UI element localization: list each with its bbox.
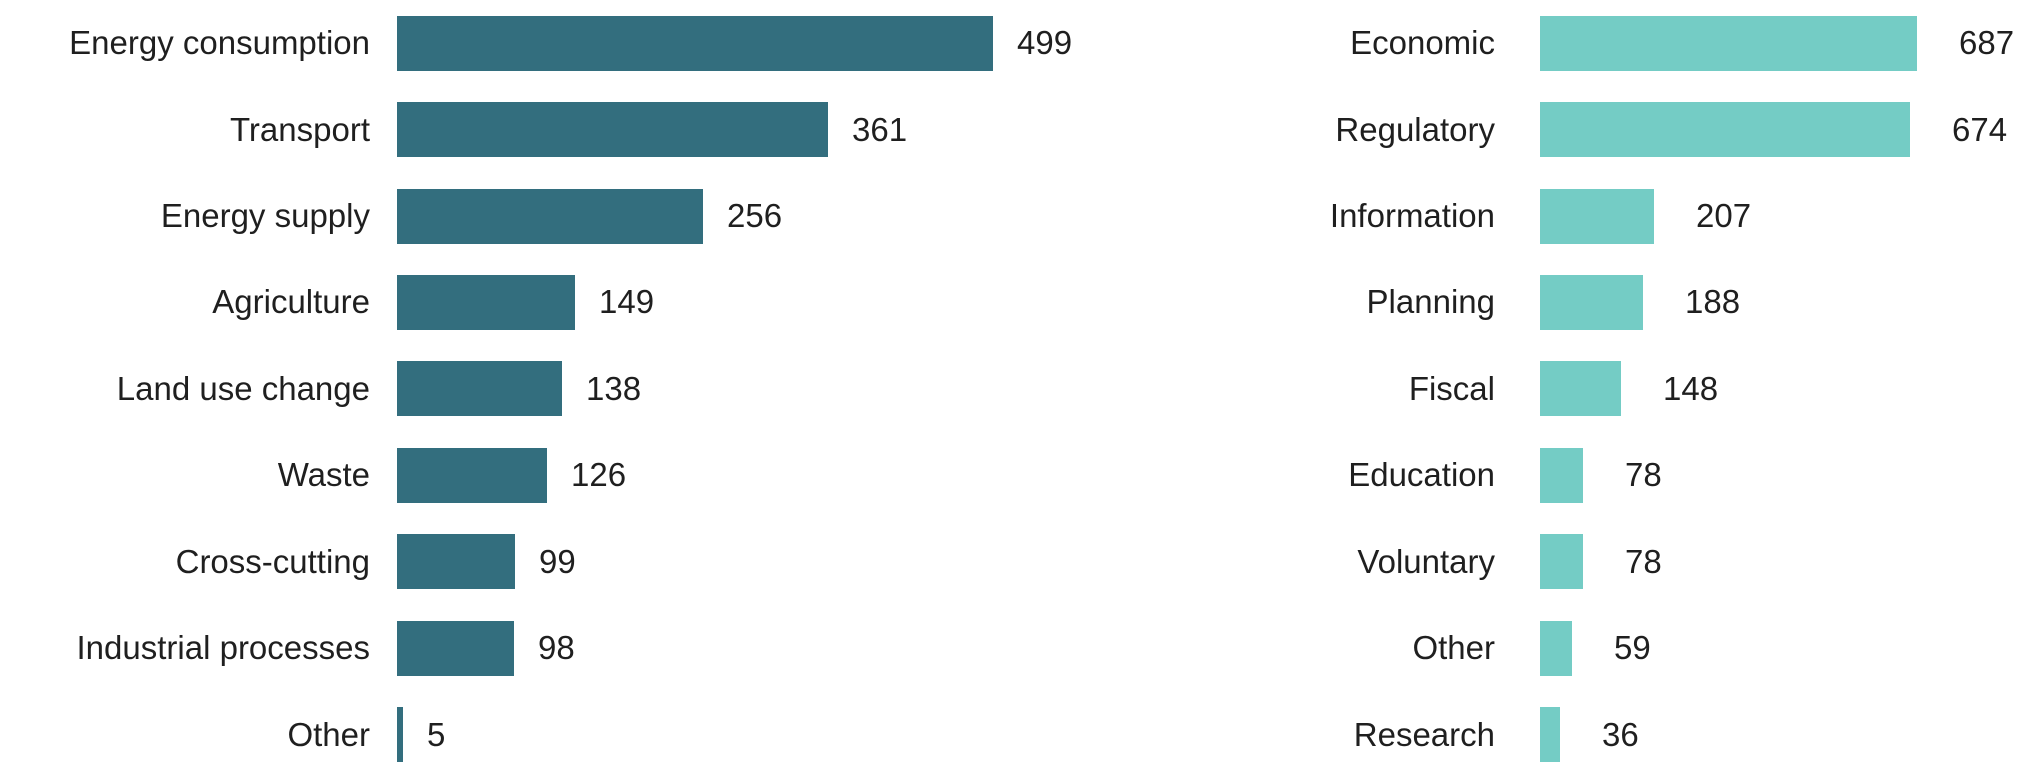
bar-area: 188 bbox=[1540, 259, 2019, 345]
chart-row: Land use change 138 bbox=[0, 346, 1160, 432]
value-label: 687 bbox=[1959, 24, 2015, 62]
bar-area: 138 bbox=[397, 346, 1160, 432]
chart-row: Cross-cutting 99 bbox=[0, 519, 1160, 605]
chart-row: Economic 687 bbox=[1255, 0, 2019, 86]
value-label: 126 bbox=[571, 456, 627, 494]
left-bar-chart: Energy consumption 499 Transport 361 Energy … bbox=[0, 0, 1160, 778]
category-label: Energy supply bbox=[160, 196, 370, 234]
value-label: 188 bbox=[1685, 283, 1741, 321]
bar bbox=[397, 620, 514, 676]
bar-area: 126 bbox=[397, 432, 1160, 518]
category-label: Transport bbox=[230, 110, 370, 148]
bar bbox=[397, 188, 703, 244]
bar bbox=[1540, 15, 1917, 71]
category-label: Research bbox=[1353, 715, 1495, 753]
chart-row: Other 5 bbox=[0, 692, 1160, 778]
bar bbox=[1540, 534, 1583, 590]
chart-row: Planning 188 bbox=[1255, 259, 2019, 345]
value-label: 98 bbox=[538, 629, 575, 667]
bar bbox=[1540, 102, 1910, 158]
category-label: Other bbox=[1412, 629, 1495, 667]
bar bbox=[1540, 275, 1643, 331]
value-label: 36 bbox=[1602, 715, 1639, 753]
bar bbox=[1540, 707, 1560, 763]
value-label: 149 bbox=[599, 283, 655, 321]
bar-area: 99 bbox=[397, 519, 1160, 605]
category-label: Land use change bbox=[116, 369, 370, 407]
category-label: Voluntary bbox=[1357, 542, 1495, 580]
chart-row: Voluntary 78 bbox=[1255, 519, 2019, 605]
value-label: 148 bbox=[1663, 369, 1719, 407]
category-label: Energy consumption bbox=[69, 24, 370, 62]
category-label: Fiscal bbox=[1408, 369, 1495, 407]
right-bar-chart: Economic 687 Regulatory 674 Information 207 Pl… bbox=[1255, 0, 2019, 778]
bar bbox=[1540, 447, 1583, 503]
bar bbox=[397, 102, 828, 158]
bar-area: 148 bbox=[1540, 346, 2019, 432]
bar-area: 98 bbox=[397, 605, 1160, 691]
bar-area: 256 bbox=[397, 173, 1160, 259]
bar-area: 207 bbox=[1540, 173, 2019, 259]
chart-row: Regulatory 674 bbox=[1255, 86, 2019, 172]
bar-area: 361 bbox=[397, 86, 1160, 172]
bar-area: 5 bbox=[397, 692, 1160, 778]
bar-area: 36 bbox=[1540, 692, 2019, 778]
bar-area: 687 bbox=[1540, 0, 2019, 86]
category-label: Other bbox=[287, 715, 370, 753]
bar bbox=[1540, 361, 1621, 417]
chart-row: Energy supply 256 bbox=[0, 173, 1160, 259]
value-label: 207 bbox=[1696, 196, 1752, 234]
category-label: Agriculture bbox=[212, 283, 370, 321]
bar bbox=[397, 275, 575, 331]
bar-area: 674 bbox=[1540, 86, 2019, 172]
category-label: Cross-cutting bbox=[175, 542, 370, 580]
chart-row: Agriculture 149 bbox=[0, 259, 1160, 345]
category-label: Regulatory bbox=[1335, 110, 1495, 148]
bar-area: 78 bbox=[1540, 432, 2019, 518]
category-label: Education bbox=[1348, 456, 1495, 494]
value-label: 499 bbox=[1017, 24, 1073, 62]
chart-row: Energy consumption 499 bbox=[0, 0, 1160, 86]
bar bbox=[397, 361, 562, 417]
bar bbox=[1540, 620, 1572, 676]
category-label: Information bbox=[1329, 196, 1495, 234]
value-label: 361 bbox=[852, 110, 908, 148]
chart-row: Transport 361 bbox=[0, 86, 1160, 172]
bar-area: 499 bbox=[397, 0, 1160, 86]
value-label: 138 bbox=[586, 369, 642, 407]
bar-area: 78 bbox=[1540, 519, 2019, 605]
chart-row: Waste 126 bbox=[0, 432, 1160, 518]
category-label: Economic bbox=[1350, 24, 1495, 62]
category-label: Planning bbox=[1366, 283, 1495, 321]
category-label: Industrial processes bbox=[76, 629, 370, 667]
bar bbox=[397, 707, 403, 763]
chart-row: Other 59 bbox=[1255, 605, 2019, 691]
chart-row: Research 36 bbox=[1255, 692, 2019, 778]
category-label: Waste bbox=[277, 456, 370, 494]
bar bbox=[397, 15, 993, 71]
value-label: 99 bbox=[539, 542, 576, 580]
bar-area: 59 bbox=[1540, 605, 2019, 691]
chart-row: Fiscal 148 bbox=[1255, 346, 2019, 432]
value-label: 78 bbox=[1625, 542, 1662, 580]
chart-row: Industrial processes 98 bbox=[0, 605, 1160, 691]
bar bbox=[397, 534, 515, 590]
chart-row: Information 207 bbox=[1255, 173, 2019, 259]
value-label: 674 bbox=[1952, 110, 2008, 148]
value-label: 5 bbox=[427, 715, 446, 753]
bar-area: 149 bbox=[397, 259, 1160, 345]
value-label: 78 bbox=[1625, 456, 1662, 494]
value-label: 256 bbox=[727, 196, 783, 234]
chart-row: Education 78 bbox=[1255, 432, 2019, 518]
value-label: 59 bbox=[1614, 629, 1651, 667]
bar bbox=[397, 447, 547, 503]
bar bbox=[1540, 188, 1654, 244]
